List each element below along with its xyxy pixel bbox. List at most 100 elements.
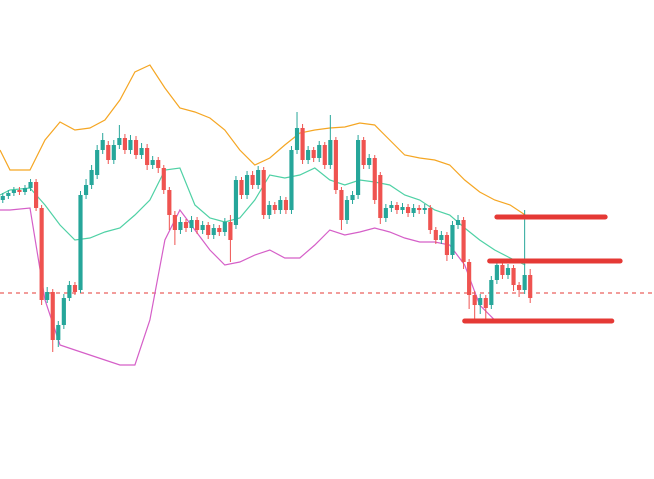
candle-body <box>56 325 61 340</box>
candle-body <box>311 150 316 158</box>
candle-body <box>183 222 189 228</box>
candle-body <box>272 205 277 210</box>
candle-body <box>494 265 499 280</box>
candle-body <box>500 265 505 275</box>
candle-body <box>400 207 405 210</box>
candle-body <box>106 145 111 160</box>
candle-body <box>172 215 177 230</box>
candle-body <box>455 220 461 225</box>
candle-body <box>195 220 200 230</box>
candle-body <box>22 188 28 192</box>
candle-body <box>78 195 83 290</box>
candle-body <box>150 160 155 165</box>
candle-body <box>467 262 472 295</box>
candle-body <box>383 208 388 218</box>
candle-body <box>6 193 11 196</box>
candle-body <box>356 140 361 195</box>
candle-body <box>294 128 300 150</box>
candle-body <box>17 190 22 192</box>
candle-body <box>483 298 488 308</box>
candle-body <box>28 182 33 188</box>
candle-body <box>189 220 194 228</box>
band-line <box>0 207 526 366</box>
candle-body <box>417 208 422 210</box>
candle-body <box>111 145 116 160</box>
candle-body <box>200 225 205 230</box>
candle-body <box>39 208 44 300</box>
candle-body <box>433 230 438 240</box>
candle-body <box>528 275 533 298</box>
candle-body <box>211 228 216 235</box>
candle-body <box>422 208 427 210</box>
candle-body <box>472 295 477 305</box>
candle-body <box>339 190 344 220</box>
candle-body <box>244 175 250 195</box>
candle-body <box>139 148 144 155</box>
candle-body <box>133 140 139 155</box>
candle-body <box>167 190 172 215</box>
candle-body <box>261 170 266 215</box>
candle-body <box>344 200 350 220</box>
candle-body <box>300 128 305 160</box>
candle-body <box>289 150 294 210</box>
candle-body <box>511 268 516 285</box>
candle-body <box>206 225 211 235</box>
candle-body <box>11 190 16 193</box>
candle-body <box>156 160 161 168</box>
candle-body <box>100 140 105 150</box>
candle-body <box>233 180 239 225</box>
candle-body <box>306 150 311 160</box>
candle-body <box>67 285 72 298</box>
candle-body <box>405 207 411 213</box>
candle-body <box>328 140 333 165</box>
candle-body <box>72 285 78 292</box>
candle-body <box>489 280 494 305</box>
candle-body <box>0 196 5 200</box>
candle-body <box>450 225 455 255</box>
candle-body <box>228 222 233 240</box>
candle-body <box>439 235 444 240</box>
candle-body <box>333 140 338 190</box>
candle-body <box>283 200 288 210</box>
candle-body <box>45 292 50 300</box>
candle-body <box>517 285 522 290</box>
candle-body <box>378 175 383 218</box>
candle-body <box>478 298 483 305</box>
candle-body <box>161 168 166 190</box>
band-line <box>0 64 526 216</box>
candle-body <box>34 182 39 208</box>
candle-body <box>50 292 55 340</box>
candle-body <box>178 222 183 230</box>
candle-body <box>128 140 133 150</box>
candle-body <box>278 200 283 210</box>
candle-body <box>117 138 122 145</box>
candle-body <box>217 228 222 232</box>
candle-body <box>428 208 433 230</box>
candle-body <box>411 208 416 213</box>
candle-body <box>367 158 372 165</box>
candle-body <box>61 298 66 325</box>
candle-body <box>222 222 227 232</box>
candle-body <box>122 138 127 150</box>
candle-body <box>389 205 394 208</box>
candle-body <box>250 175 255 185</box>
candle-body <box>361 140 366 165</box>
candle-body <box>372 158 377 200</box>
candle-body <box>89 170 94 185</box>
candle-body <box>461 220 466 262</box>
candle-body <box>95 150 100 175</box>
candle-body <box>505 268 511 275</box>
candle-body <box>444 235 450 255</box>
candle-body <box>239 180 244 195</box>
candle-body <box>267 205 272 215</box>
candle-body <box>317 145 322 158</box>
candle-body <box>350 195 355 200</box>
candle-body <box>83 185 89 195</box>
candle-body <box>145 148 150 165</box>
candle-body <box>522 275 527 290</box>
candle-body <box>322 145 327 165</box>
candle-body <box>394 205 400 210</box>
candle-body <box>256 170 261 185</box>
